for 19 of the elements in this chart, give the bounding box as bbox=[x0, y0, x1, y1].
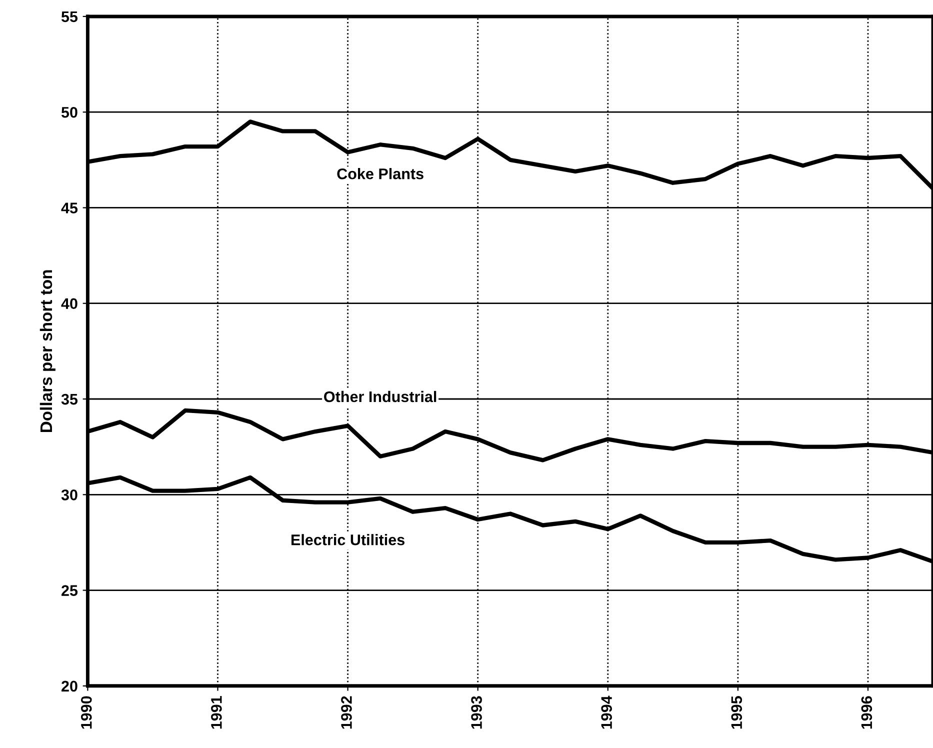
y-tick-label: 40 bbox=[61, 298, 78, 310]
x-tick-label: 1992 bbox=[341, 696, 352, 729]
series-label: Electric Utilities bbox=[292, 534, 404, 546]
y-tick-label: 20 bbox=[62, 680, 78, 692]
series-label: Other Industrial bbox=[324, 390, 436, 402]
x-tick-label: 1991 bbox=[211, 696, 222, 729]
x-tick-label: 1996 bbox=[861, 696, 872, 729]
x-tick-label: 1993 bbox=[471, 696, 482, 729]
y-tick-label: 50 bbox=[61, 106, 78, 118]
y-tick-label: 25 bbox=[62, 585, 78, 596]
x-tick-label: 1990 bbox=[80, 696, 92, 729]
y-tick-label: 35 bbox=[61, 394, 78, 405]
series-label: Coke Plants bbox=[337, 168, 424, 180]
x-tick-label: 1994 bbox=[601, 696, 612, 729]
x-tick-label: 1995 bbox=[731, 696, 742, 729]
y-tick-label: 55 bbox=[61, 11, 78, 22]
y-axis-title: Dollars per short ton bbox=[40, 270, 56, 432]
y-tick-label: 45 bbox=[61, 202, 78, 214]
y-tick-label: 30 bbox=[61, 490, 78, 500]
